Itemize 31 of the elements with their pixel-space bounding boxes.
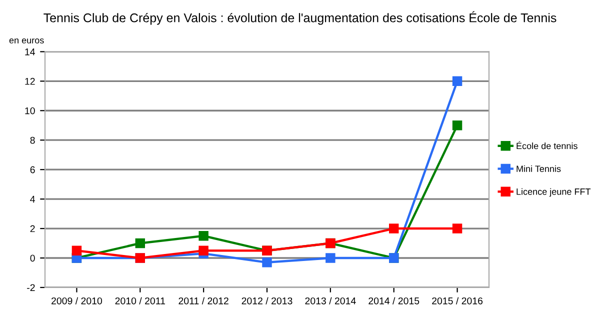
- x-tick-label: 2011 / 2012: [178, 297, 228, 304]
- legend-label: École de tennis: [516, 141, 578, 150]
- point: [262, 258, 272, 268]
- chart-title: Tennis Club de Crépy en Valois : évolution de l'augmentation des cotisations École de Tennis: [44, 11, 556, 25]
- y-tick-label: 0: [30, 254, 35, 262]
- x-tick-label: 2010 / 2011: [115, 297, 165, 304]
- y-tick-label: 4: [30, 196, 35, 203]
- point: [72, 246, 82, 256]
- x-tick-label: 2015 / 2016: [432, 297, 483, 304]
- x-tick-label: 2009 / 2010: [52, 297, 102, 304]
- x-tick-label: 2013 / 2014: [305, 297, 356, 304]
- point: [326, 253, 336, 263]
- x-tick-label: 2014 / 2015: [368, 297, 420, 304]
- point: [135, 238, 146, 248]
- y-tick-label: 10: [25, 107, 35, 114]
- point: [452, 224, 462, 234]
- legend-label: Licence jeune FFT: [516, 188, 591, 197]
- x-tick-label: 2012 / 2013: [242, 297, 292, 304]
- y-axis-title: en euros: [9, 38, 44, 44]
- y-tick-label: 12: [25, 78, 35, 85]
- point: [198, 246, 208, 256]
- point: [452, 120, 462, 130]
- y-tick-label: 2: [30, 225, 35, 232]
- y-tick-label: 14: [25, 48, 35, 56]
- y-tick-label: -2: [27, 284, 35, 291]
- y-tick-label: 8: [30, 136, 35, 144]
- point: [198, 231, 208, 241]
- y-tick-label: 6: [30, 166, 35, 174]
- point: [388, 224, 399, 234]
- legend-label: Mini Tennis: [516, 165, 561, 172]
- point: [452, 76, 462, 86]
